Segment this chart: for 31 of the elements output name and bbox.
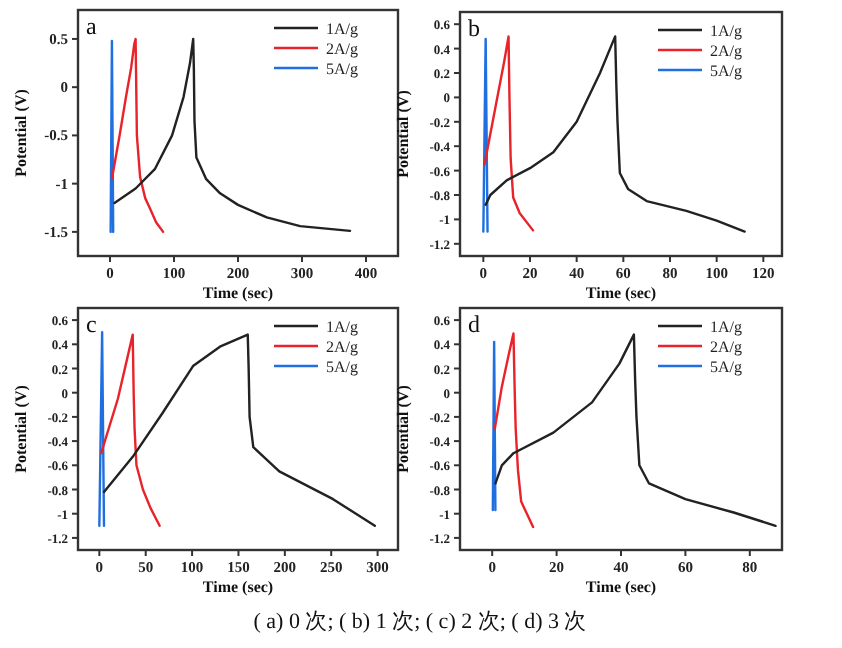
y-axis-title: Potential (V) <box>394 89 412 178</box>
legend-label: 5A/g <box>326 358 358 376</box>
x-axis-title: Time (sec) <box>202 284 274 302</box>
legend-label: 2A/g <box>326 338 358 356</box>
y-axis-title: Potential (V) <box>12 88 30 177</box>
legend-label: 2A/g <box>710 338 742 356</box>
x-axis-title: Time (sec) <box>202 578 274 596</box>
line-series <box>483 35 535 232</box>
line-series <box>99 333 161 527</box>
y-axis-title: Potential (V) <box>394 384 412 473</box>
legend-label: 2A/g <box>326 40 358 58</box>
legend-label: 1A/g <box>710 318 742 336</box>
legend-label: 5A/g <box>326 60 358 78</box>
legend-label: 1A/g <box>710 22 742 40</box>
legend-label: 5A/g <box>710 358 742 376</box>
line-series <box>494 333 777 527</box>
line-series <box>493 332 535 529</box>
chart-title: c <box>86 310 97 338</box>
chart-title: a <box>86 12 98 40</box>
legend-label: 2A/g <box>710 42 742 60</box>
text: ( a) 0 次; ( b) 1 次; ( c) 2 次; ( d) 3 次 <box>253 610 587 634</box>
legend-label: 1A/g <box>326 318 358 336</box>
x-axis-title: Time (sec) <box>585 284 657 302</box>
x-axis-title: Time (sec) <box>585 578 657 596</box>
y-axis-title: Potential (V) <box>12 384 30 473</box>
line-series <box>110 37 165 234</box>
legend-label: 1A/g <box>326 20 358 38</box>
chart-title: d <box>468 310 480 338</box>
chart-title: b <box>468 14 480 42</box>
legend-label: 5A/g <box>710 62 742 80</box>
line-series <box>102 333 377 527</box>
